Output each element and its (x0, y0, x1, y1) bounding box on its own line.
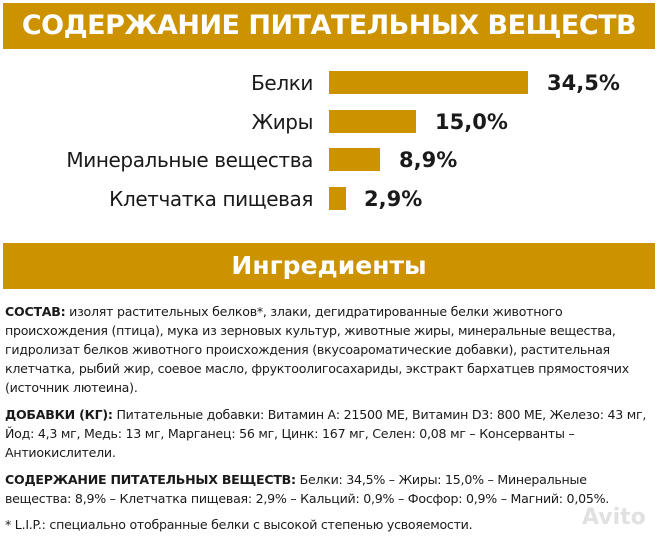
chart-row-protein: Белки 34,5% (0, 71, 660, 95)
bar-minerals (329, 148, 380, 171)
ingredients-title: Ингредиенты (231, 251, 427, 280)
bar-label: Клетчатка пищевая (109, 187, 313, 211)
bar-label: Белки (251, 71, 313, 95)
nutrients-title-banner: СОДЕРЖАНИЕ ПИТАТЕЛЬНЫХ ВЕЩЕСТВ (3, 3, 655, 49)
chart-row-minerals: Минеральные вещества 8,9% (0, 148, 660, 172)
composition-text: изолят растительных белков*, злаки, деги… (5, 304, 629, 395)
ingredients-title-banner: Ингредиенты (3, 243, 655, 289)
additives-paragraph: ДОБАВКИ (КГ): Питательные добавки: Витам… (5, 405, 655, 462)
nutrients-text: Белки: 34,5% – Жиры: 15,0% – Минеральные… (5, 472, 610, 506)
additives-label: ДОБАВКИ (КГ): (5, 407, 113, 422)
nutrients-paragraph: СОДЕРЖАНИЕ ПИТАТЕЛЬНЫХ ВЕЩЕСТВ: Белки: 3… (5, 470, 655, 508)
bar-value: 8,9% (399, 148, 458, 172)
chart-row-fiber: Клетчатка пищевая 2,9% (0, 187, 660, 211)
bar-value: 2,9% (364, 187, 423, 211)
bar-value: 15,0% (435, 110, 508, 134)
chart-row-fat: Жиры 15,0% (0, 110, 660, 134)
footnote: * L.I.P.: специально отобранные белки с … (5, 517, 473, 532)
bar-protein (329, 71, 528, 94)
additives-text: Питательные добавки: Витамин А: 21500 МЕ… (5, 407, 647, 460)
avito-watermark: Avito (582, 505, 646, 530)
composition-label: СОСТАВ: (5, 304, 66, 319)
bar-value: 34,5% (547, 71, 620, 95)
bar-fat (329, 110, 416, 133)
bar-fiber (329, 187, 346, 210)
composition-paragraph: СОСТАВ: изолят растительных белков*, зла… (5, 302, 655, 397)
nutrients-label: СОДЕРЖАНИЕ ПИТАТЕЛЬНЫХ ВЕЩЕСТВ: (5, 472, 296, 487)
bar-label: Жиры (251, 110, 314, 134)
bar-label: Минеральные вещества (66, 148, 313, 172)
page-title: СОДЕРЖАНИЕ ПИТАТЕЛЬНЫХ ВЕЩЕСТВ (21, 10, 637, 41)
